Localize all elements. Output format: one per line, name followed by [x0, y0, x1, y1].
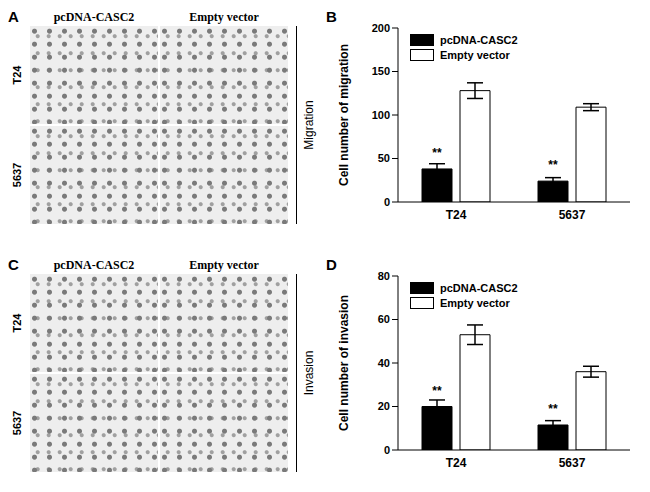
html-text:C: C [8, 256, 19, 273]
html-text:5637: 5637 [11, 410, 23, 436]
svg-text:**: ** [548, 158, 558, 172]
html-text:Migration: Migration [302, 100, 316, 150]
html-text:pcDNA-CASC2: pcDNA-CASC2 [440, 282, 518, 294]
html-text:Empty vector: Empty vector [440, 49, 510, 61]
svg-text:T24: T24 [446, 208, 467, 222]
html-text:A: A [8, 8, 19, 25]
html-text:Empty vector: Empty vector [440, 297, 510, 309]
svg-text:0: 0 [384, 444, 390, 456]
svg-text:60: 60 [378, 313, 390, 325]
svg-text:20: 20 [378, 400, 390, 412]
svg-text:50: 50 [378, 152, 390, 164]
svg-text:80: 80 [378, 270, 390, 282]
svg-text:40: 40 [378, 357, 390, 369]
svg-text:0: 0 [384, 196, 390, 208]
html-text:pcDNA-CASC2: pcDNA-CASC2 [53, 10, 135, 24]
svg-text:T24: T24 [446, 456, 467, 470]
html-text:Empty vector: Empty vector [189, 10, 259, 24]
svg-text:**: ** [432, 384, 442, 398]
svg-text:100: 100 [372, 109, 390, 121]
html-text:pcDNA-CASC2: pcDNA-CASC2 [440, 34, 518, 46]
svg-text:200: 200 [372, 22, 390, 34]
html-text:Invasion: Invasion [302, 350, 316, 396]
svg-text:150: 150 [372, 65, 390, 77]
html-text:T24: T24 [11, 65, 23, 85]
svg-text:**: ** [432, 146, 442, 160]
html-text:D: D [326, 256, 337, 273]
html-text:B: B [326, 8, 337, 25]
html-text:pcDNA-CASC2: pcDNA-CASC2 [53, 258, 135, 272]
html-text:T24: T24 [11, 313, 23, 333]
svg-text:**: ** [548, 402, 558, 416]
html-text:Empty vector: Empty vector [189, 258, 259, 272]
svg-text:Cell number of migration: Cell number of migration [337, 44, 351, 186]
svg-text:Cell number of invasion: Cell number of invasion [337, 295, 351, 431]
html-text:5637: 5637 [11, 162, 23, 188]
svg-text:5637: 5637 [559, 456, 586, 470]
svg-text:5637: 5637 [559, 208, 586, 222]
